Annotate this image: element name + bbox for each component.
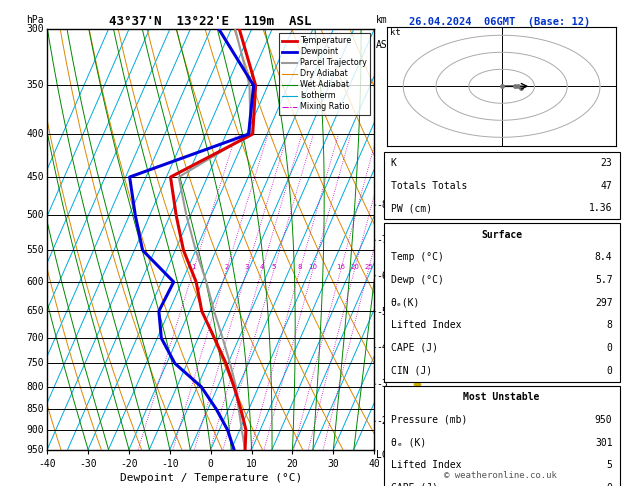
Text: θₑ (K): θₑ (K) xyxy=(391,437,426,448)
Text: 3: 3 xyxy=(245,263,249,270)
Text: Totals Totals: Totals Totals xyxy=(391,180,467,191)
Text: 297: 297 xyxy=(595,298,613,308)
Text: 16: 16 xyxy=(337,263,345,270)
Text: 700: 700 xyxy=(26,333,44,343)
Text: 800: 800 xyxy=(26,382,44,392)
Text: 400: 400 xyxy=(26,129,44,139)
Text: K: K xyxy=(391,158,397,168)
Text: 47: 47 xyxy=(601,180,613,191)
Text: 0: 0 xyxy=(606,343,613,353)
Text: PW (cm): PW (cm) xyxy=(391,203,432,213)
Text: 8.4: 8.4 xyxy=(595,252,613,262)
Text: 301: 301 xyxy=(595,437,613,448)
Text: © weatheronline.co.uk: © weatheronline.co.uk xyxy=(443,471,557,480)
Text: 5: 5 xyxy=(272,263,276,270)
Text: 0: 0 xyxy=(606,365,613,376)
Text: 0: 0 xyxy=(606,483,613,486)
Text: Lifted Index: Lifted Index xyxy=(391,460,461,470)
Text: θₑ(K): θₑ(K) xyxy=(391,298,420,308)
Text: 1.36: 1.36 xyxy=(589,203,613,213)
Text: -8: -8 xyxy=(376,200,387,210)
Text: CIN (J): CIN (J) xyxy=(391,365,432,376)
Text: 8: 8 xyxy=(606,320,613,330)
Text: 4: 4 xyxy=(260,263,264,270)
Text: Dewp (°C): Dewp (°C) xyxy=(391,275,443,285)
Text: 950: 950 xyxy=(26,445,44,454)
Text: 300: 300 xyxy=(26,24,44,34)
Text: km: km xyxy=(376,15,387,25)
Text: LCL: LCL xyxy=(376,450,394,460)
Text: -3: -3 xyxy=(376,379,387,389)
Text: Surface: Surface xyxy=(481,230,522,240)
Bar xyxy=(384,152,620,220)
Text: CAPE (J): CAPE (J) xyxy=(391,343,438,353)
Text: 8: 8 xyxy=(298,263,303,270)
Text: 20: 20 xyxy=(350,263,359,270)
Text: 23: 23 xyxy=(601,158,613,168)
Text: -7: -7 xyxy=(376,235,387,245)
Text: 350: 350 xyxy=(26,80,44,90)
Text: 5: 5 xyxy=(606,460,613,470)
Text: 600: 600 xyxy=(26,277,44,287)
Text: Pressure (mb): Pressure (mb) xyxy=(391,415,467,425)
Text: 2: 2 xyxy=(225,263,229,270)
Text: 950: 950 xyxy=(595,415,613,425)
Text: 1: 1 xyxy=(191,263,196,270)
Text: Mixing Ratio (g/kg): Mixing Ratio (g/kg) xyxy=(402,184,412,295)
Text: ASL: ASL xyxy=(376,40,394,50)
Bar xyxy=(384,224,620,382)
Text: Most Unstable: Most Unstable xyxy=(464,392,540,402)
Text: 25: 25 xyxy=(364,263,373,270)
Text: -5: -5 xyxy=(376,307,387,317)
Text: 850: 850 xyxy=(26,404,44,414)
Text: -2: -2 xyxy=(376,416,387,426)
Text: 550: 550 xyxy=(26,245,44,255)
Text: 26.04.2024  06GMT  (Base: 12): 26.04.2024 06GMT (Base: 12) xyxy=(409,17,591,27)
Text: 750: 750 xyxy=(26,358,44,368)
Text: 10: 10 xyxy=(308,263,318,270)
Text: 900: 900 xyxy=(26,425,44,435)
Text: 500: 500 xyxy=(26,210,44,221)
Text: Temp (°C): Temp (°C) xyxy=(391,252,443,262)
Text: 5.7: 5.7 xyxy=(595,275,613,285)
X-axis label: Dewpoint / Temperature (°C): Dewpoint / Temperature (°C) xyxy=(120,473,302,483)
Text: hPa: hPa xyxy=(26,15,44,25)
Text: -4: -4 xyxy=(376,343,387,352)
Text: Lifted Index: Lifted Index xyxy=(391,320,461,330)
Title: 43°37'N  13°22'E  119m  ASL: 43°37'N 13°22'E 119m ASL xyxy=(109,15,312,28)
Bar xyxy=(384,386,620,486)
Legend: Temperature, Dewpoint, Parcel Trajectory, Dry Adiabat, Wet Adiabat, Isotherm, Mi: Temperature, Dewpoint, Parcel Trajectory… xyxy=(279,33,370,115)
Text: kt: kt xyxy=(390,28,401,37)
Text: CAPE (J): CAPE (J) xyxy=(391,483,438,486)
Text: -6: -6 xyxy=(376,271,387,281)
Text: 650: 650 xyxy=(26,306,44,316)
Text: 450: 450 xyxy=(26,172,44,182)
